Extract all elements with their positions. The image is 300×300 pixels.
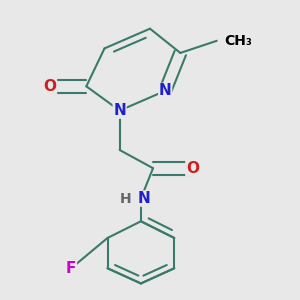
Text: N: N [138, 191, 150, 206]
Text: CH₃: CH₃ [224, 34, 252, 48]
Text: O: O [44, 79, 56, 94]
Text: N: N [159, 83, 172, 98]
Text: O: O [186, 161, 199, 176]
Text: N: N [113, 103, 126, 118]
Text: F: F [66, 261, 76, 276]
Text: H: H [120, 191, 131, 206]
